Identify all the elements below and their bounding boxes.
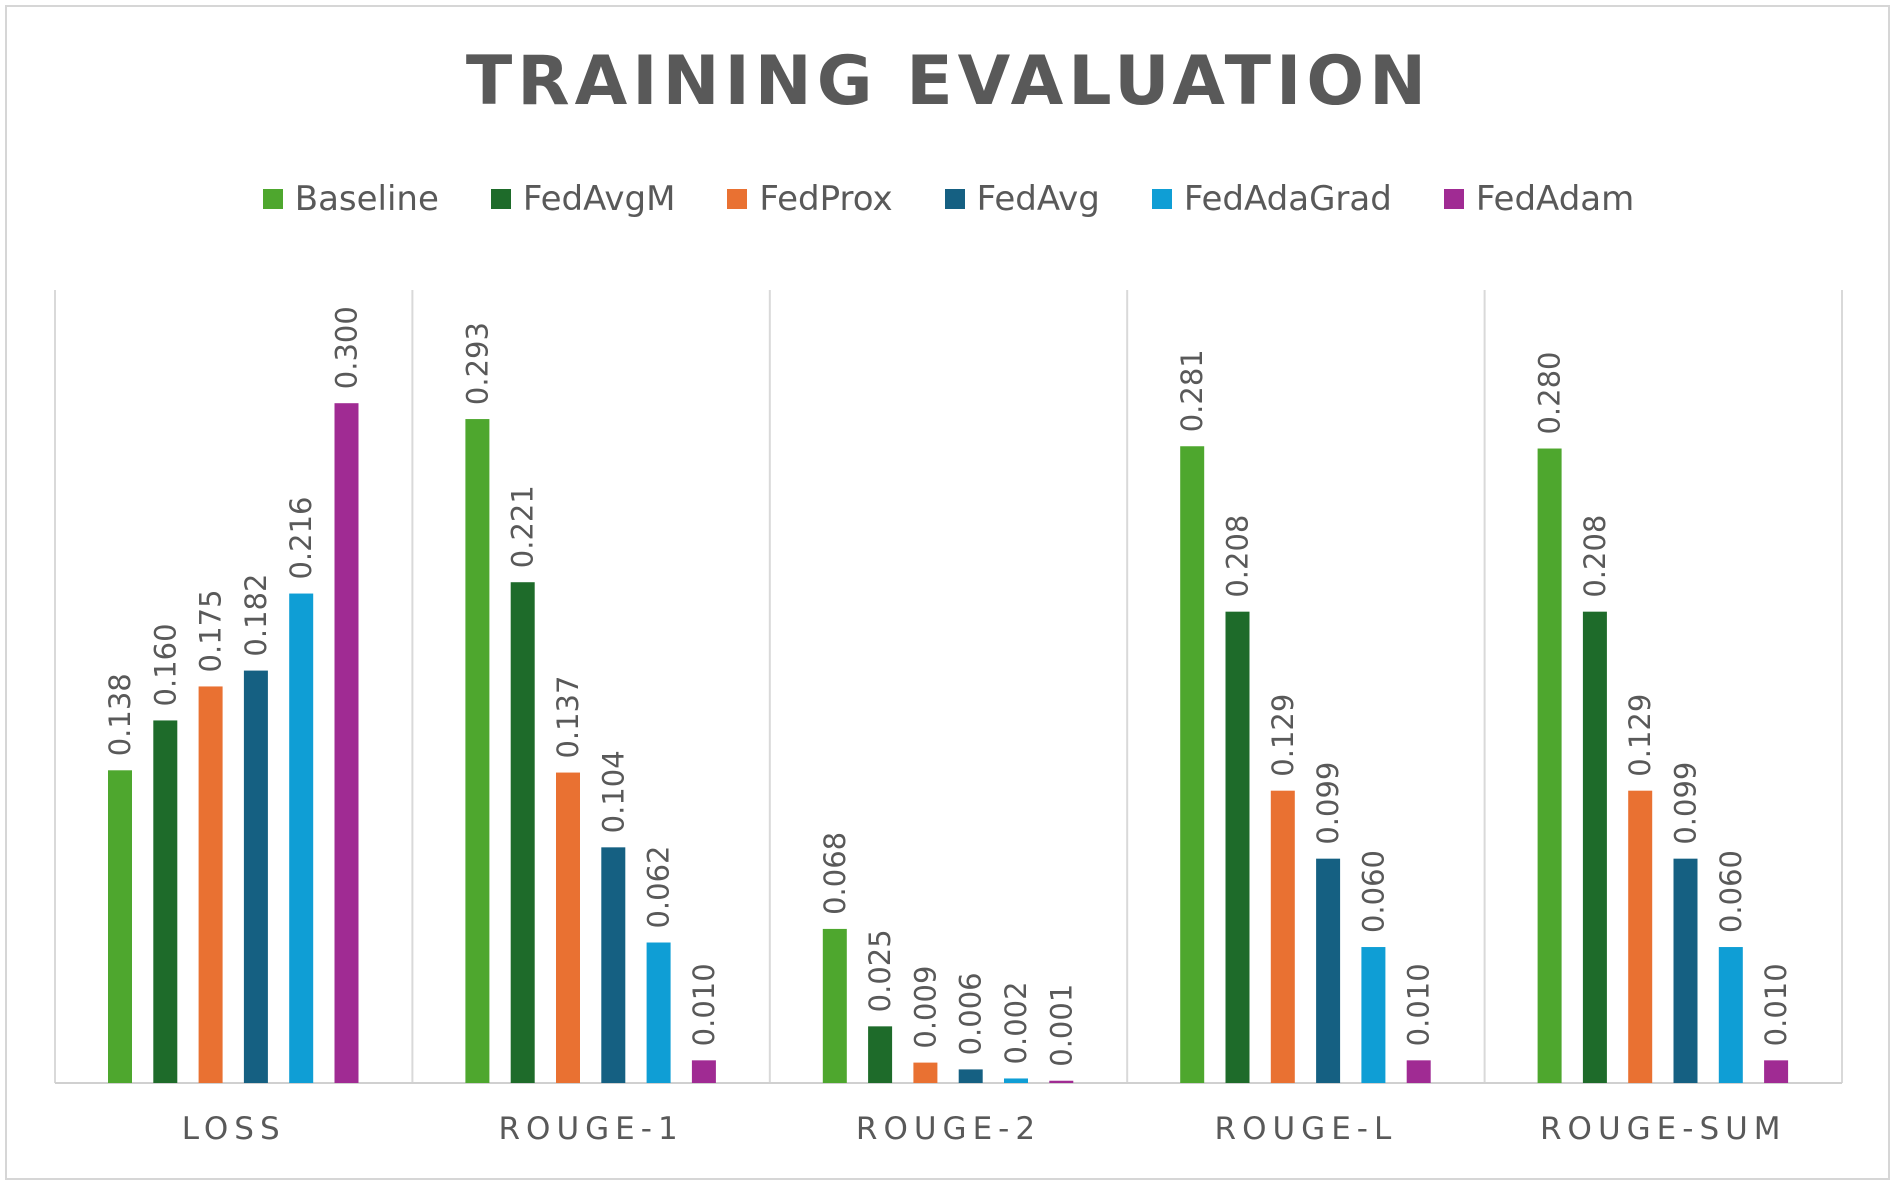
bar-fedprox-rouge-sum <box>1628 790 1653 1083</box>
category-label: ROUGE-L <box>1215 1111 1398 1147</box>
legend-label: Baseline <box>294 179 439 219</box>
data-label: 0.221 <box>506 485 540 568</box>
data-label: 0.137 <box>551 676 585 759</box>
bar-fedprox-loss <box>198 686 223 1083</box>
bar-fedadam-loss <box>334 403 359 1083</box>
bar-baseline-rouge-1 <box>465 419 490 1083</box>
bar-baseline-rouge-l <box>1180 446 1205 1083</box>
data-label: 0.281 <box>1175 349 1209 432</box>
chart-title: TRAINING EVALUATION <box>465 42 1432 121</box>
data-label: 0.208 <box>1578 515 1612 598</box>
bar-fedavgm-rouge-1 <box>510 582 535 1083</box>
bar-fedavg-rouge-1 <box>601 847 626 1083</box>
category-label: ROUGE-2 <box>856 1111 1041 1147</box>
data-label: 0.025 <box>863 929 897 1012</box>
data-label: 0.009 <box>908 966 942 1049</box>
legend-label: FedAdaGrad <box>1183 179 1392 219</box>
data-label: 0.129 <box>1623 694 1657 777</box>
legend-label: FedAvgM <box>522 179 676 219</box>
bar-fedadam-rouge-sum <box>1764 1060 1789 1083</box>
data-label: 0.182 <box>239 574 273 657</box>
bar-fedavg-rouge-2 <box>958 1069 983 1083</box>
data-label: 0.010 <box>1759 963 1793 1046</box>
legend-swatch <box>490 189 511 209</box>
category-label: ROUGE-SUM <box>1540 1111 1787 1147</box>
bar-fedadam-rouge-1 <box>691 1060 716 1083</box>
legend-item-fedadam: FedAdam <box>1443 179 1635 219</box>
legend-item-fedavg: FedAvg <box>944 179 1100 219</box>
data-label: 0.175 <box>194 589 228 672</box>
data-label: 0.104 <box>596 750 630 833</box>
legend-swatch <box>727 189 748 209</box>
bar-baseline-rouge-2 <box>822 928 847 1083</box>
bar-fedavgm-rouge-l <box>1225 611 1250 1083</box>
bar-fedadagrad-rouge-2 <box>1004 1078 1028 1083</box>
legend-item-fedavgm: FedAvgM <box>490 179 676 219</box>
data-label: 0.293 <box>460 322 494 405</box>
bar-fedadagrad-rouge-l <box>1361 947 1386 1083</box>
data-label: 0.208 <box>1221 515 1255 598</box>
bar-baseline-loss <box>108 770 132 1083</box>
bar-fedprox-rouge-1 <box>556 772 580 1083</box>
bar-fedadagrad-loss <box>289 593 314 1083</box>
bar-fedavgm-rouge-sum <box>1582 611 1607 1083</box>
legend: Baseline FedAvgM FedProx FedAvg FedAdaGrad Fe… <box>0 174 1897 224</box>
data-label: 0.002 <box>999 981 1033 1064</box>
data-label: 0.099 <box>1669 762 1703 845</box>
bar-fedavgm-rouge-2 <box>868 1026 893 1083</box>
bar-fedadam-rouge-2 <box>1049 1080 1074 1083</box>
data-label: 0.068 <box>818 832 852 915</box>
data-label: 0.010 <box>687 963 721 1046</box>
data-label: 0.010 <box>1402 963 1436 1046</box>
data-label: 0.060 <box>1356 850 1390 933</box>
data-label: 0.300 <box>330 306 364 389</box>
legend-swatch <box>1151 189 1172 209</box>
bar-fedprox-rouge-l <box>1270 790 1295 1083</box>
bar-fedadagrad-rouge-1 <box>646 942 671 1083</box>
data-label: 0.280 <box>1533 351 1567 434</box>
legend-swatch <box>1443 189 1464 209</box>
data-label: 0.160 <box>148 623 182 706</box>
bar-fedavg-loss <box>243 670 268 1083</box>
legend-item-fedadagrad: FedAdaGrad <box>1151 179 1392 219</box>
data-label: 0.216 <box>284 497 318 580</box>
legend-label: FedAvg <box>976 179 1100 219</box>
legend-item-fedprox: FedProx <box>727 179 893 219</box>
legend-label: FedAdam <box>1475 179 1635 219</box>
category-label: ROUGE-1 <box>499 1111 684 1147</box>
bar-fedavg-rouge-sum <box>1673 858 1698 1083</box>
data-label: 0.006 <box>954 972 988 1055</box>
bar-fedprox-rouge-2 <box>913 1062 938 1083</box>
legend-swatch <box>262 189 283 209</box>
legend-item-baseline: Baseline <box>262 179 439 219</box>
data-label: 0.138 <box>103 673 137 756</box>
data-label: 0.062 <box>642 845 676 928</box>
legend-swatch <box>944 189 965 209</box>
data-label: 0.129 <box>1266 694 1300 777</box>
data-label: 0.099 <box>1311 762 1345 845</box>
data-label: 0.001 <box>1044 984 1078 1067</box>
bar-fedavg-rouge-l <box>1316 858 1341 1083</box>
legend-label: FedProx <box>759 179 893 219</box>
bar-fedadagrad-rouge-sum <box>1718 947 1743 1083</box>
bar-fedadam-rouge-l <box>1406 1060 1431 1083</box>
data-label: 0.060 <box>1714 850 1748 933</box>
bar-baseline-rouge-sum <box>1537 448 1562 1083</box>
category-label: LOSS <box>182 1111 286 1147</box>
bar-fedavgm-loss <box>153 720 178 1083</box>
